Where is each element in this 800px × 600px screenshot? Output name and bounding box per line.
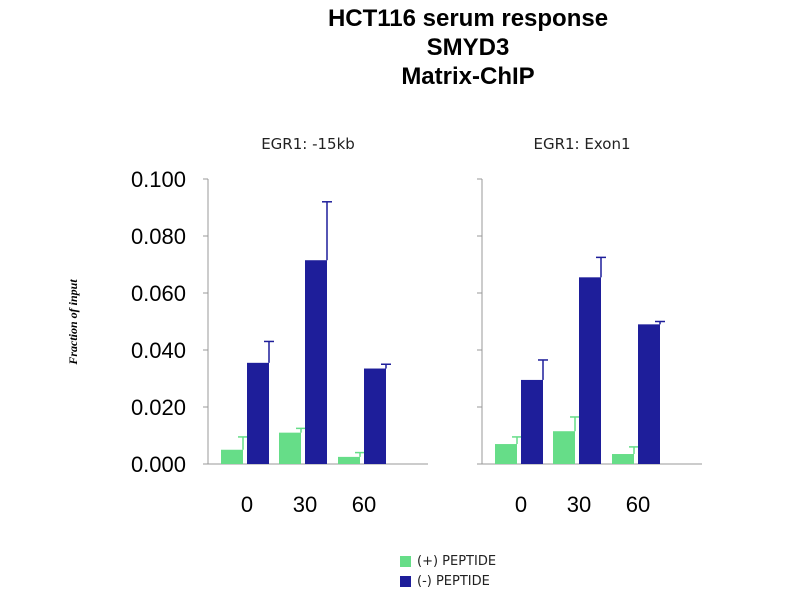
y-tick-label: 0.080	[131, 224, 186, 249]
bar-minus-peptide	[521, 379, 543, 464]
x-tick-label: 30	[293, 492, 317, 517]
y-axis-label: Fraction of input	[66, 279, 80, 366]
chart-title-line-1: HCT116 serum response	[327, 5, 609, 32]
y-tick-label: 0.060	[131, 281, 186, 306]
legend-swatch-plus	[400, 555, 411, 567]
bar-minus-peptide	[579, 277, 601, 464]
bar-minus-peptide	[364, 368, 386, 464]
bar-minus-peptide	[305, 260, 327, 464]
x-tick-label: 30	[567, 492, 591, 517]
bar-plus-peptide	[612, 454, 634, 464]
bar-plus-peptide	[221, 449, 243, 464]
legend-item-plus-peptide: (+) PEPTIDE	[400, 551, 496, 571]
bar-minus-peptide	[247, 362, 269, 464]
y-tick-label: 0.020	[131, 395, 186, 420]
chart-title-line-2: SMYD3	[426, 34, 510, 61]
chart-title: HCT116 serum response SMYD3 Matrix-ChIP	[268, 4, 668, 91]
legend-item-minus-peptide: (-) PEPTIDE	[400, 571, 496, 591]
bar-plus-peptide	[553, 431, 575, 464]
bar-plus-peptide	[338, 456, 360, 464]
y-tick-label: 0.100	[131, 167, 186, 192]
legend-swatch-minus	[400, 575, 411, 587]
bar-plus-peptide	[279, 432, 301, 464]
bar-plus-peptide	[495, 444, 517, 464]
legend-label-minus: (-) PEPTIDE	[417, 573, 490, 589]
y-tick-label: 0.040	[131, 338, 186, 363]
x-tick-label: 0	[241, 492, 253, 517]
panel-title: EGR1: -15kb	[261, 135, 355, 153]
bar-minus-peptide	[638, 324, 660, 464]
legend: (+) PEPTIDE (-) PEPTIDE	[400, 551, 496, 591]
y-tick-label: 0.000	[131, 452, 186, 477]
legend-label-plus: (+) PEPTIDE	[417, 553, 497, 569]
chart-title-line-3: Matrix-ChIP	[401, 63, 535, 90]
panel-title: EGR1: Exon1	[533, 135, 630, 153]
x-tick-label: 0	[515, 492, 527, 517]
x-tick-label: 60	[626, 492, 650, 517]
x-tick-label: 60	[352, 492, 376, 517]
